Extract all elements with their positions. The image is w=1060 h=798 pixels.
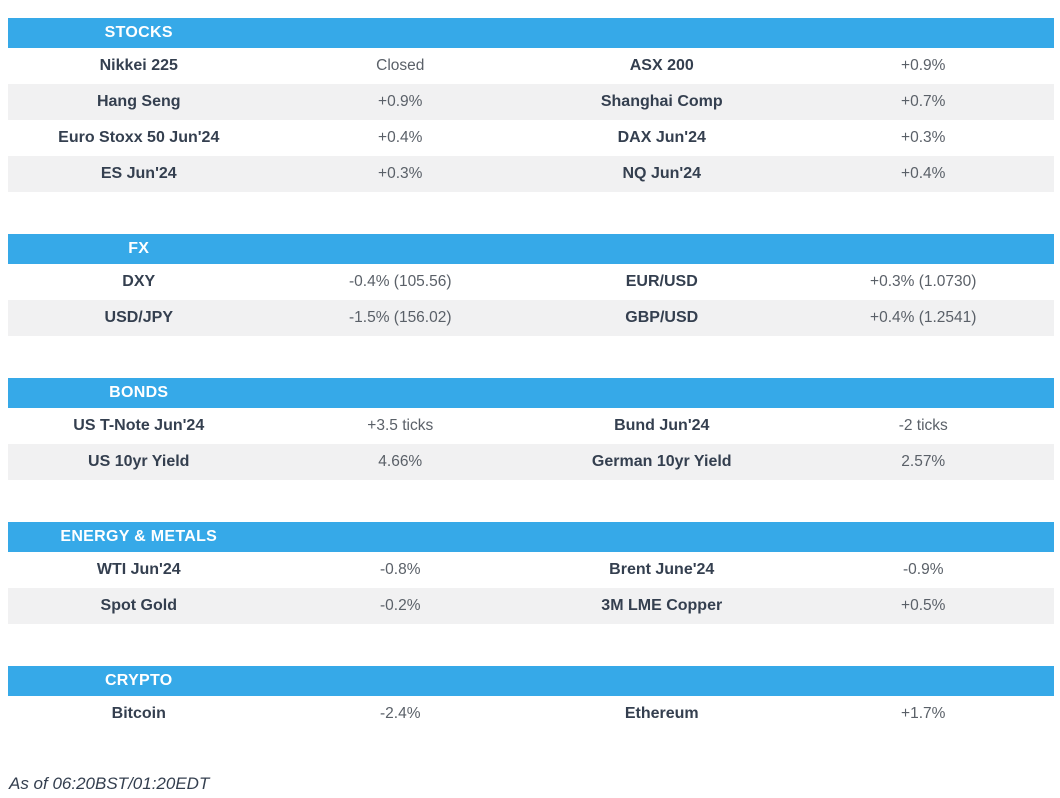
table-row: Nikkei 225 Closed ASX 200 +0.9% bbox=[8, 48, 1054, 84]
instrument-value: -0.8% bbox=[380, 561, 421, 579]
table-row: Bitcoin -2.4% Ethereum +1.7% bbox=[8, 696, 1054, 732]
section-header-bonds: BONDS bbox=[8, 378, 1054, 408]
section-title: FX bbox=[128, 240, 150, 257]
instrument-name: Brent June'24 bbox=[609, 561, 715, 578]
instrument-value: -2 ticks bbox=[898, 417, 948, 435]
table-row: Hang Seng +0.9% Shanghai Comp +0.7% bbox=[8, 84, 1054, 120]
section-header-fx: FX bbox=[8, 234, 1054, 264]
instrument-value: +0.3% (1.0730) bbox=[870, 273, 977, 291]
section-energy-metals: ENERGY & METALS WTI Jun'24 -0.8% Brent June… bbox=[8, 522, 1054, 624]
instrument-value: +0.3% bbox=[378, 165, 423, 183]
instrument-name: DAX Jun'24 bbox=[617, 129, 706, 146]
instrument-name: Hang Seng bbox=[96, 93, 181, 110]
instrument-name: German 10yr Yield bbox=[591, 453, 732, 470]
section-stocks: STOCKS Nikkei 225 Closed ASX 200 +0.9% Hang S… bbox=[8, 18, 1054, 192]
instrument-value: Closed bbox=[376, 57, 425, 75]
instrument-name: ASX 200 bbox=[629, 57, 694, 74]
table-row: DXY -0.4% (105.56) EUR/USD +0.3% (1.0730) bbox=[8, 264, 1054, 300]
instrument-name: DXY bbox=[122, 273, 156, 290]
instrument-value: -0.2% bbox=[380, 597, 421, 615]
instrument-value: -1.5% (156.02) bbox=[348, 309, 452, 327]
instrument-name: Bitcoin bbox=[111, 705, 166, 722]
instrument-name: US T-Note Jun'24 bbox=[73, 417, 205, 434]
instrument-name: Spot Gold bbox=[100, 597, 177, 614]
section-header-crypto: CRYPTO bbox=[8, 666, 1054, 696]
section-title: BONDS bbox=[109, 384, 169, 401]
instrument-name: WTI Jun'24 bbox=[96, 561, 181, 578]
table-row: Euro Stoxx 50 Jun'24 +0.4% DAX Jun'24 +0.3% bbox=[8, 120, 1054, 156]
instrument-value: +0.4% bbox=[378, 129, 423, 147]
instrument-value: +0.9% bbox=[901, 57, 946, 75]
section-title: STOCKS bbox=[104, 24, 173, 41]
section-fx: FX DXY -0.4% (105.56) EUR/USD +0.3% (1.0730)… bbox=[8, 234, 1054, 336]
instrument-name: USD/JPY bbox=[104, 309, 173, 326]
section-header-stocks: STOCKS bbox=[8, 18, 1054, 48]
instrument-value: +0.4% (1.2541) bbox=[870, 309, 977, 327]
table-row: US 10yr Yield 4.66% German 10yr Yield 2.57% bbox=[8, 444, 1054, 480]
instrument-value: +0.5% bbox=[901, 597, 946, 615]
section-bonds: BONDS US T-Note Jun'24 +3.5 ticks Bund Jun'… bbox=[8, 378, 1054, 480]
instrument-value: +1.7% bbox=[901, 705, 946, 723]
table-row: WTI Jun'24 -0.8% Brent June'24 -0.9% bbox=[8, 552, 1054, 588]
instrument-name: Shanghai Comp bbox=[600, 93, 723, 110]
section-crypto: CRYPTO Bitcoin -2.4% Ethereum +1.7% bbox=[8, 666, 1054, 732]
as-of-timestamp: As of 06:20BST/01:20EDT bbox=[9, 774, 210, 793]
section-header-energy-metals: ENERGY & METALS bbox=[8, 522, 1054, 552]
instrument-name: Ethereum bbox=[624, 705, 699, 722]
instrument-value: 2.57% bbox=[901, 453, 946, 471]
table-row: USD/JPY -1.5% (156.02) GBP/USD +0.4% (1.254… bbox=[8, 300, 1054, 336]
instrument-name: NQ Jun'24 bbox=[622, 165, 702, 182]
instrument-name: Nikkei 225 bbox=[99, 57, 178, 74]
instrument-name: 3M LME Copper bbox=[601, 597, 723, 614]
instrument-value: +0.7% bbox=[901, 93, 946, 111]
instrument-value: +0.9% bbox=[378, 93, 423, 111]
instrument-value: -0.9% bbox=[903, 561, 944, 579]
instrument-name: GBP/USD bbox=[625, 309, 699, 326]
instrument-value: +0.3% bbox=[901, 129, 946, 147]
instrument-value: -2.4% bbox=[380, 705, 421, 723]
instrument-name: Bund Jun'24 bbox=[614, 417, 710, 434]
table-row: Spot Gold -0.2% 3M LME Copper +0.5% bbox=[8, 588, 1054, 624]
market-sections: STOCKS Nikkei 225 Closed ASX 200 +0.9% Hang S… bbox=[8, 18, 1054, 732]
instrument-value: +3.5 ticks bbox=[367, 417, 434, 435]
instrument-name: EUR/USD bbox=[625, 273, 698, 290]
instrument-name: ES Jun'24 bbox=[100, 165, 177, 182]
instrument-value: +0.4% bbox=[901, 165, 946, 183]
instrument-name: Euro Stoxx 50 Jun'24 bbox=[58, 129, 220, 146]
section-title: CRYPTO bbox=[104, 672, 173, 689]
section-title: ENERGY & METALS bbox=[60, 528, 218, 545]
instrument-value: 4.66% bbox=[378, 453, 423, 471]
instrument-value: -0.4% (105.56) bbox=[348, 273, 452, 291]
table-row: ES Jun'24 +0.3% NQ Jun'24 +0.4% bbox=[8, 156, 1054, 192]
table-row: US T-Note Jun'24 +3.5 ticks Bund Jun'24 -2 … bbox=[8, 408, 1054, 444]
instrument-name: US 10yr Yield bbox=[88, 453, 190, 470]
